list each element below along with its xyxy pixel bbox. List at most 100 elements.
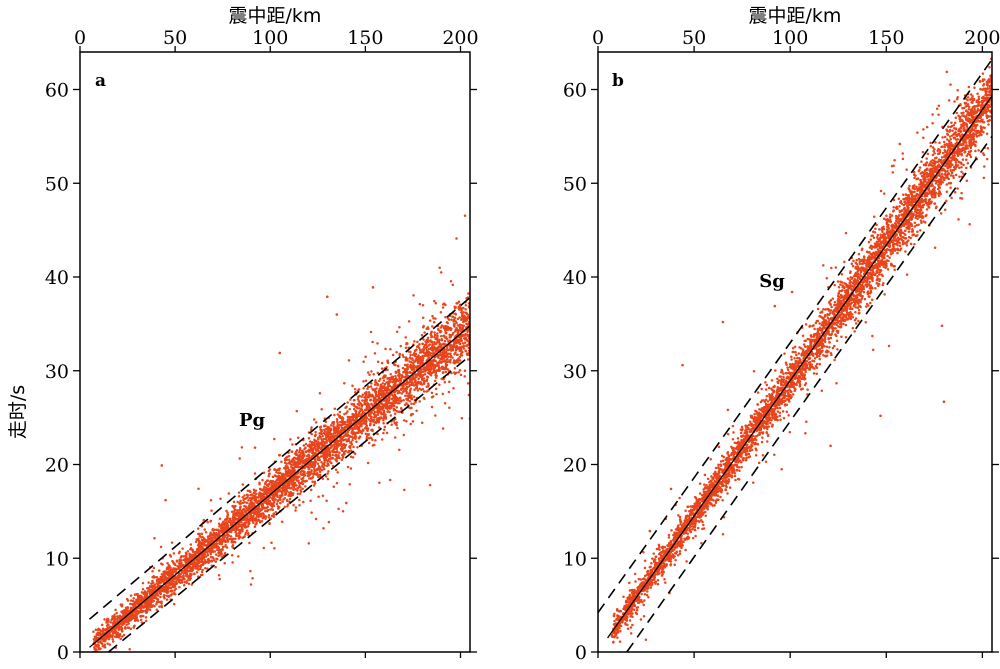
scatter-point bbox=[303, 453, 306, 457]
scatter-point bbox=[160, 580, 163, 583]
scatter-point bbox=[159, 591, 162, 595]
scatter-point bbox=[433, 340, 436, 344]
scatter-point bbox=[95, 645, 99, 648]
scatter-point bbox=[279, 479, 282, 483]
scatter-point bbox=[438, 266, 441, 269]
scatter-point bbox=[374, 421, 378, 424]
scatter-point bbox=[396, 364, 400, 368]
scatter-point bbox=[445, 348, 449, 351]
scatter-point bbox=[353, 424, 357, 428]
scatter-point bbox=[191, 550, 195, 553]
scatter-point bbox=[105, 617, 109, 621]
scatter-point bbox=[182, 584, 186, 587]
scatter-point bbox=[453, 345, 457, 348]
scatter-point bbox=[230, 528, 234, 532]
scatter-point bbox=[426, 375, 430, 379]
scatter-point bbox=[408, 395, 412, 398]
scatter-point bbox=[192, 564, 196, 568]
scatter-point bbox=[384, 388, 387, 392]
scatter-point bbox=[160, 602, 163, 605]
scatter-point bbox=[366, 461, 370, 465]
scatter-point bbox=[253, 472, 257, 475]
scatter-point bbox=[290, 450, 293, 454]
scatter-point bbox=[286, 490, 289, 493]
scatter-point bbox=[371, 438, 374, 442]
scatter-point bbox=[343, 444, 347, 448]
scatter-point bbox=[422, 338, 425, 341]
scatter-point bbox=[175, 560, 179, 563]
scatter-point bbox=[138, 594, 141, 598]
scatter-point bbox=[389, 372, 392, 376]
scatter-point bbox=[115, 611, 118, 615]
scatter-point bbox=[381, 382, 385, 385]
scatter-point bbox=[405, 402, 408, 405]
scatter-point bbox=[393, 377, 396, 381]
scatter-point bbox=[125, 620, 129, 624]
scatter-point bbox=[285, 487, 288, 491]
scatter-point bbox=[444, 315, 447, 319]
scatter-point bbox=[374, 394, 378, 397]
scatter-point bbox=[326, 452, 330, 455]
scatter-point bbox=[173, 589, 176, 592]
scatter-point bbox=[132, 626, 136, 629]
scatter-point bbox=[270, 541, 273, 544]
scatter-point bbox=[128, 648, 131, 651]
scatter-point bbox=[265, 493, 269, 497]
scatter-point bbox=[281, 477, 284, 481]
scatter-point bbox=[382, 379, 386, 382]
scatter-point bbox=[444, 331, 448, 335]
scatter-point bbox=[399, 396, 402, 400]
scatter-point bbox=[360, 395, 363, 399]
scatter-point bbox=[261, 489, 265, 492]
scatter-point bbox=[323, 442, 326, 445]
scatter-point bbox=[329, 424, 333, 427]
scatter-point bbox=[428, 343, 432, 346]
scatter-point bbox=[240, 514, 243, 517]
scatter-point bbox=[146, 609, 149, 613]
scatter-point bbox=[189, 547, 193, 550]
scatter-point bbox=[351, 384, 354, 388]
scatter-point bbox=[252, 502, 256, 505]
scatter-point bbox=[276, 505, 280, 508]
scatter-point bbox=[99, 640, 102, 644]
scatter-point bbox=[374, 392, 378, 395]
scatter-point bbox=[291, 458, 295, 461]
scatter-point bbox=[234, 528, 237, 532]
scatter-point bbox=[412, 395, 416, 398]
scatter-point bbox=[456, 328, 459, 332]
scatter-point bbox=[238, 513, 241, 516]
scatter-point bbox=[217, 551, 220, 555]
scatter-point bbox=[327, 520, 331, 524]
scatter-point bbox=[352, 427, 355, 431]
scatter-point bbox=[417, 346, 421, 350]
scatter-point bbox=[178, 585, 181, 589]
scatter-point bbox=[437, 367, 441, 370]
scatter-point bbox=[453, 307, 457, 310]
plot-area bbox=[88, 214, 470, 652]
scatter-point bbox=[187, 582, 191, 585]
scatter-point bbox=[312, 472, 316, 475]
scatter-point bbox=[378, 379, 381, 383]
scatter-point bbox=[257, 506, 260, 510]
scatter-point bbox=[222, 528, 226, 531]
scatter-point bbox=[390, 423, 393, 426]
scatter-point bbox=[424, 370, 427, 373]
scatter-point bbox=[409, 406, 412, 410]
scatter-point bbox=[118, 615, 121, 618]
scatter-point bbox=[428, 319, 432, 322]
scatter-point bbox=[451, 333, 454, 336]
scatter-point bbox=[301, 487, 304, 491]
scatter-point bbox=[326, 472, 329, 475]
scatter-point bbox=[121, 623, 124, 626]
scatter-point bbox=[129, 594, 133, 597]
scatter-point bbox=[98, 647, 102, 651]
scatter-point bbox=[292, 503, 295, 507]
scatter-point bbox=[417, 377, 420, 381]
scatter-point bbox=[160, 562, 163, 565]
scatter-point bbox=[252, 491, 256, 495]
scatter-point bbox=[447, 318, 451, 321]
scatter-point bbox=[431, 346, 434, 349]
scatter-point bbox=[408, 360, 411, 363]
scatter-point bbox=[359, 430, 363, 433]
scatter-point bbox=[420, 383, 424, 386]
